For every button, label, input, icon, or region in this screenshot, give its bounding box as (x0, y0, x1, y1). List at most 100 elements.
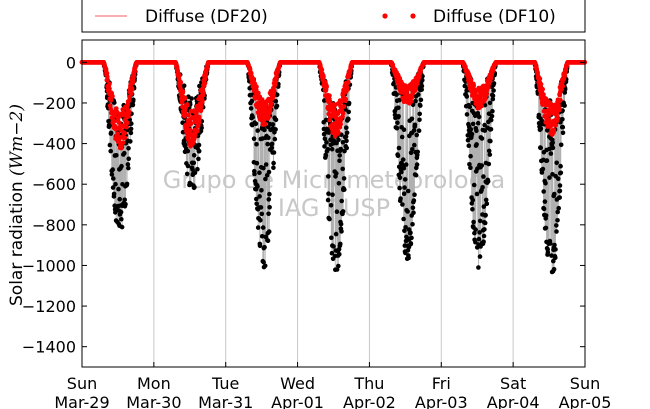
black-dot (322, 136, 328, 142)
black-dot (269, 145, 275, 151)
black-dot (560, 124, 566, 130)
black-dot (199, 125, 204, 131)
black-dot (334, 171, 339, 176)
x-tick-label-day: Wed (280, 374, 315, 393)
black-dot (540, 166, 546, 172)
black-dot (545, 250, 551, 255)
black-dot (131, 97, 136, 103)
black-dot (410, 147, 415, 152)
black-dot (470, 197, 476, 203)
black-dot (416, 92, 421, 97)
y-tick-label: −200 (32, 94, 76, 113)
black-dot (553, 247, 558, 252)
y-axis: 0 −200 −400 −600 −800 −1000 −1200 −1400 (22, 53, 585, 357)
black-dot (550, 145, 556, 151)
black-dot (552, 191, 557, 197)
black-dot (558, 163, 563, 169)
black-dot (483, 197, 489, 203)
black-dot (414, 132, 420, 138)
black-dot (263, 176, 268, 182)
black-dot (464, 94, 470, 99)
black-dot (130, 102, 136, 107)
black-dot (181, 83, 187, 88)
black-dot (271, 165, 276, 170)
black-dot (544, 158, 550, 163)
df10-dot (264, 102, 269, 107)
black-dot (329, 146, 335, 152)
df10-dot (178, 79, 184, 85)
black-dot (258, 205, 264, 210)
black-dot (331, 244, 336, 249)
df10-dot (202, 81, 208, 86)
df10-dot (254, 84, 259, 90)
black-dot (412, 122, 418, 128)
black-dot (477, 254, 483, 259)
black-dot (189, 96, 194, 101)
df10-dot (104, 71, 110, 76)
black-dot (322, 144, 327, 149)
black-dot (481, 174, 486, 179)
black-dot (344, 130, 350, 135)
df10-dot (343, 96, 349, 102)
df10-dot (185, 102, 190, 108)
black-dot (555, 209, 560, 215)
df10-dot (184, 125, 190, 130)
black-dot (265, 238, 271, 244)
black-dot (128, 130, 134, 136)
black-dot (394, 126, 400, 131)
black-dot (126, 165, 131, 171)
df10-dot (114, 106, 119, 111)
black-dot (111, 176, 116, 181)
df10-dot (198, 108, 204, 113)
black-dot (413, 172, 419, 178)
black-dot (419, 87, 425, 92)
df10-dot (479, 103, 485, 109)
black-dot (336, 263, 341, 269)
df10-dot (122, 130, 127, 136)
black-dot (191, 153, 197, 158)
black-dot (470, 121, 476, 127)
black-dot (344, 145, 350, 151)
black-dot (394, 92, 399, 97)
black-dot (117, 196, 122, 202)
black-dot (123, 201, 128, 207)
x-tick-label-day: Sat (500, 374, 526, 393)
black-dot (271, 160, 276, 166)
black-dot (543, 181, 548, 186)
black-dot (418, 97, 424, 103)
df10-dot (327, 117, 333, 123)
black-dot (197, 83, 202, 89)
black-dot (542, 199, 548, 204)
black-dot (323, 153, 329, 158)
black-dot (554, 223, 559, 228)
df10-dot (346, 79, 351, 85)
df10-dot (107, 81, 112, 87)
black-dot (412, 192, 417, 197)
df10-dot (199, 103, 204, 109)
black-dot (253, 196, 259, 202)
black-dot (274, 92, 280, 98)
black-dot (410, 205, 416, 210)
black-dot (479, 163, 485, 168)
black-dot (255, 225, 261, 230)
black-dot (418, 103, 423, 108)
black-dot (481, 233, 487, 239)
black-dot (338, 241, 343, 247)
x-tick-label-date: Apr-05 (559, 393, 612, 409)
df10-dot (345, 85, 350, 91)
black-dot (560, 130, 566, 136)
legend-df10-swatch-dot-2 (410, 13, 416, 19)
black-dot (557, 183, 563, 188)
black-dot (417, 111, 423, 117)
df10-dot (129, 86, 135, 91)
black-dot (417, 117, 422, 123)
black-dot (118, 209, 124, 215)
black-dot (468, 153, 473, 159)
black-dot (486, 148, 492, 154)
black-dot (340, 209, 346, 214)
df10-dot (105, 77, 110, 83)
df10-dot (274, 74, 279, 79)
black-dot (416, 128, 422, 133)
black-dot (326, 191, 331, 196)
df10-dot (183, 96, 188, 101)
